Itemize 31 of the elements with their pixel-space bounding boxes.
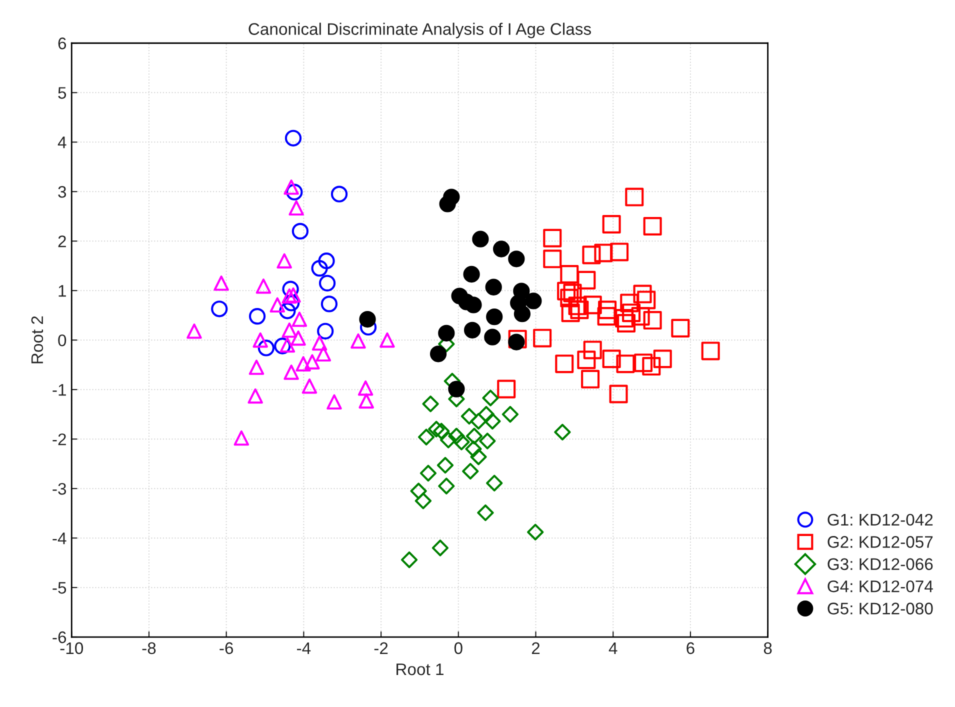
legend-label: G1: KD12-042 [828, 514, 933, 526]
x-tick-label: 0 [454, 642, 462, 654]
y-tick-label: -3 [52, 482, 66, 495]
x-tick-label: 4 [608, 642, 618, 654]
x-tick-label: 2 [532, 642, 540, 654]
y-tick-label: -4 [52, 532, 66, 544]
y-tick-label: 2 [58, 235, 66, 248]
y-tick-label: 1 [58, 285, 66, 297]
x-tick-label: -4 [297, 642, 311, 654]
chart-title: Canonical Discriminate Analysis of I Age Class [248, 22, 591, 38]
y-tick-label: -2 [52, 433, 66, 446]
y-tick-label: -6 [52, 631, 66, 644]
y-tick-label: 0 [58, 334, 66, 346]
y-tick-label: 3 [58, 186, 66, 198]
y-tick-label: -5 [52, 582, 66, 594]
x-tick-label: 8 [764, 642, 772, 654]
legend-label: G3: KD12-066 [828, 558, 933, 570]
y-tick-label: -1 [52, 384, 66, 396]
x-tick-label: -8 [142, 642, 156, 654]
x-tick-label: -10 [60, 642, 84, 654]
y-tick-label: 6 [58, 38, 66, 50]
x-tick-label: -6 [220, 642, 234, 654]
y-tick-label: 4 [58, 136, 66, 148]
x-tick-label: 6 [686, 642, 694, 654]
y-tick-label: 5 [58, 87, 66, 99]
x-axis-title: Root 1 [396, 664, 444, 676]
y-axis-title: Root 2 [31, 316, 44, 364]
legend-label: G2: KD12-057 [828, 536, 933, 548]
legend-label: G5: KD12-080 [828, 602, 933, 614]
x-tick-label: -2 [374, 642, 388, 654]
legend-label: G4: KD12-074 [828, 580, 933, 592]
